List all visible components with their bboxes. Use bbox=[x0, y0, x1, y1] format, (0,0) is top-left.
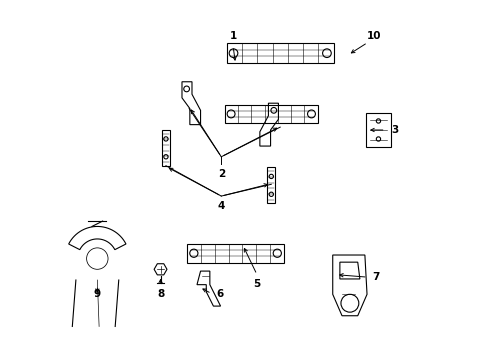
Text: 9: 9 bbox=[94, 289, 101, 299]
Text: 10: 10 bbox=[366, 31, 380, 41]
Text: 1: 1 bbox=[229, 31, 236, 41]
Text: 6: 6 bbox=[216, 289, 224, 298]
Text: 7: 7 bbox=[372, 272, 379, 282]
Text: 5: 5 bbox=[253, 279, 260, 289]
Text: 3: 3 bbox=[390, 125, 397, 135]
Text: 8: 8 bbox=[157, 289, 164, 299]
Text: 2: 2 bbox=[217, 168, 224, 179]
Text: 4: 4 bbox=[217, 201, 224, 211]
